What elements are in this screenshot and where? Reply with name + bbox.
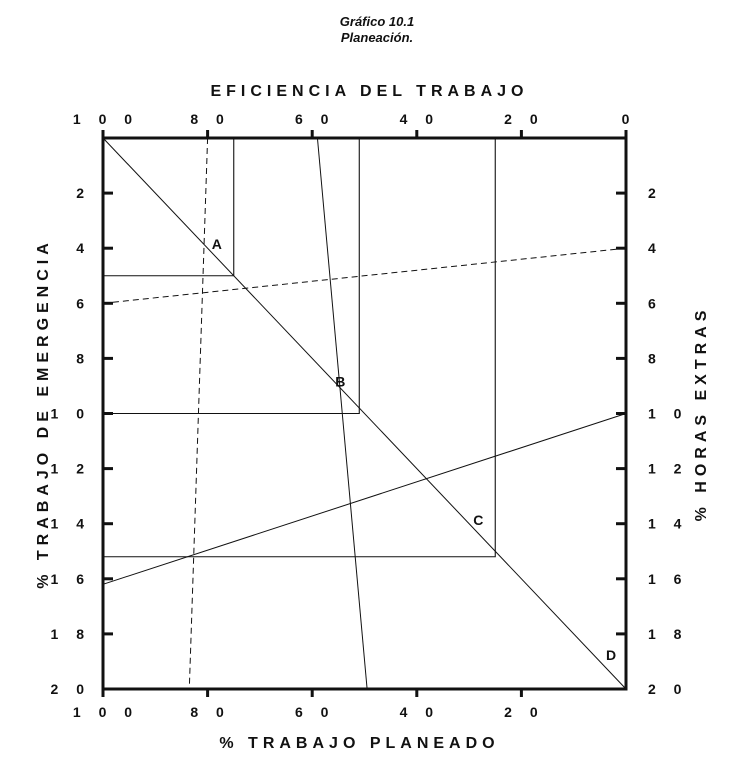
left-tick-label: 6 <box>76 295 91 311</box>
left-tick-label: 1 2 <box>51 461 91 477</box>
top-tick-label: 0 <box>622 111 637 127</box>
left-tick-label: 1 0 <box>51 406 91 422</box>
left-tick-label: 8 <box>76 350 91 366</box>
reference-line-2 <box>102 247 627 304</box>
top-tick-label: 4 0 <box>400 111 440 127</box>
reference-line-3 <box>102 413 627 585</box>
chart-title-block: Gráfico 10.1 Planeación. <box>0 14 736 46</box>
left-axis-title: % TRABAJO DE EMERGENCIA <box>35 238 52 589</box>
right-tick-label: 1 4 <box>648 516 688 532</box>
top-tick-label: 2 0 <box>504 111 544 127</box>
point-label-a: A <box>212 236 222 252</box>
right-axis-title: % HORAS EXTRAS <box>693 306 710 522</box>
bottom-tick-label: 2 0 <box>504 704 544 720</box>
left-tick-label: 2 0 <box>51 681 91 697</box>
right-tick-label: 1 8 <box>648 626 688 642</box>
left-tick-label: 1 6 <box>51 571 91 587</box>
left-tick-label: 4 <box>76 240 91 256</box>
top-tick-label: 8 0 <box>190 111 230 127</box>
bound-rectangle-3 <box>103 138 496 558</box>
left-tick-label: 1 8 <box>51 626 91 642</box>
bottom-axis-title: % TRABAJO PLANEADO <box>219 735 499 752</box>
bound-rectangle-1 <box>103 138 235 277</box>
bound-rectangle-2 <box>103 138 360 415</box>
figure-subtitle: Planeación. <box>340 30 414 45</box>
right-tick-label: 8 <box>648 350 663 366</box>
top-axis-title: EFICIENCIA DEL TRABAJO <box>210 83 528 100</box>
reference-line-1 <box>102 137 627 690</box>
bottom-tick-label: 1 0 0 <box>73 704 139 720</box>
right-tick-label: 6 <box>648 295 663 311</box>
figure-caption: Gráfico 10.1 <box>339 14 415 29</box>
right-tick-label: 4 <box>648 240 663 256</box>
bottom-tick-label: 4 0 <box>400 704 440 720</box>
left-tick-label: 2 <box>76 185 91 201</box>
point-label-c: C <box>473 512 483 528</box>
bottom-tick-label: 6 0 <box>295 704 335 720</box>
right-tick-label: 2 0 <box>648 681 688 697</box>
top-tick-label: 1 0 0 <box>73 111 139 127</box>
right-tick-label: 1 6 <box>648 571 688 587</box>
top-tick-label: 6 0 <box>295 111 335 127</box>
right-tick-label: 1 2 <box>648 461 688 477</box>
point-label-d: D <box>606 647 616 663</box>
point-label-b: B <box>335 374 345 390</box>
bottom-tick-label: 8 0 <box>190 704 230 720</box>
right-tick-label: 1 0 <box>648 406 688 422</box>
right-tick-label: 2 <box>648 185 663 201</box>
left-tick-label: 1 4 <box>51 516 91 532</box>
